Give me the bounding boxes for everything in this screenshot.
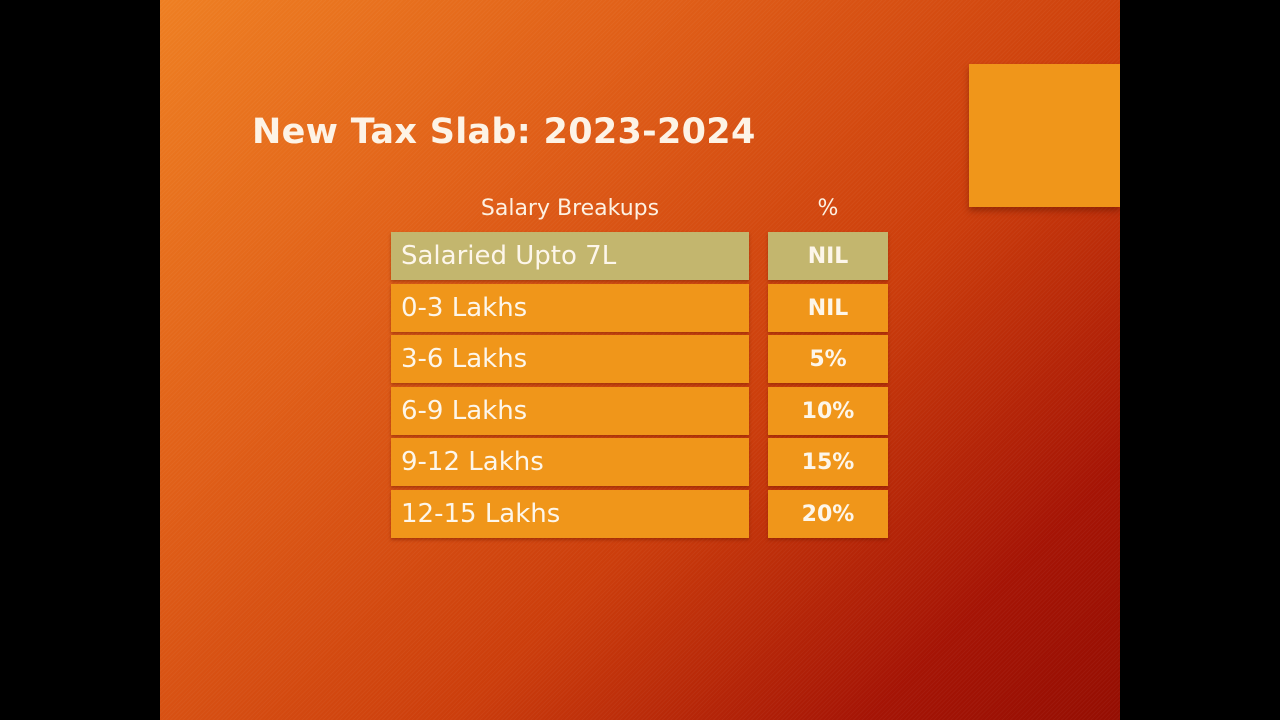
column-header-salary: Salary Breakups	[480, 196, 660, 221]
tax-rate-cell: NIL	[768, 232, 888, 280]
tax-rate-cell: 20%	[768, 490, 888, 538]
salary-range-cell: 9-12 Lakhs	[391, 438, 749, 486]
tax-rate-cell: 10%	[768, 387, 888, 435]
tax-rate-cell: 15%	[768, 438, 888, 486]
salary-range-cell: 0-3 Lakhs	[391, 284, 749, 332]
column-header-percent: %	[817, 196, 839, 221]
slide-title: New Tax Slab: 2023-2024	[252, 112, 756, 152]
salary-range-cell: 12-15 Lakhs	[391, 490, 749, 538]
tax-rate-cell: 5%	[768, 335, 888, 383]
decorative-square	[969, 64, 1120, 207]
slide: New Tax Slab: 2023-2024 Salary Breakups …	[160, 0, 1120, 720]
salary-range-cell: Salaried Upto 7L	[391, 232, 749, 280]
salary-range-cell: 6-9 Lakhs	[391, 387, 749, 435]
tax-rate-cell: NIL	[768, 284, 888, 332]
salary-range-cell: 3-6 Lakhs	[391, 335, 749, 383]
